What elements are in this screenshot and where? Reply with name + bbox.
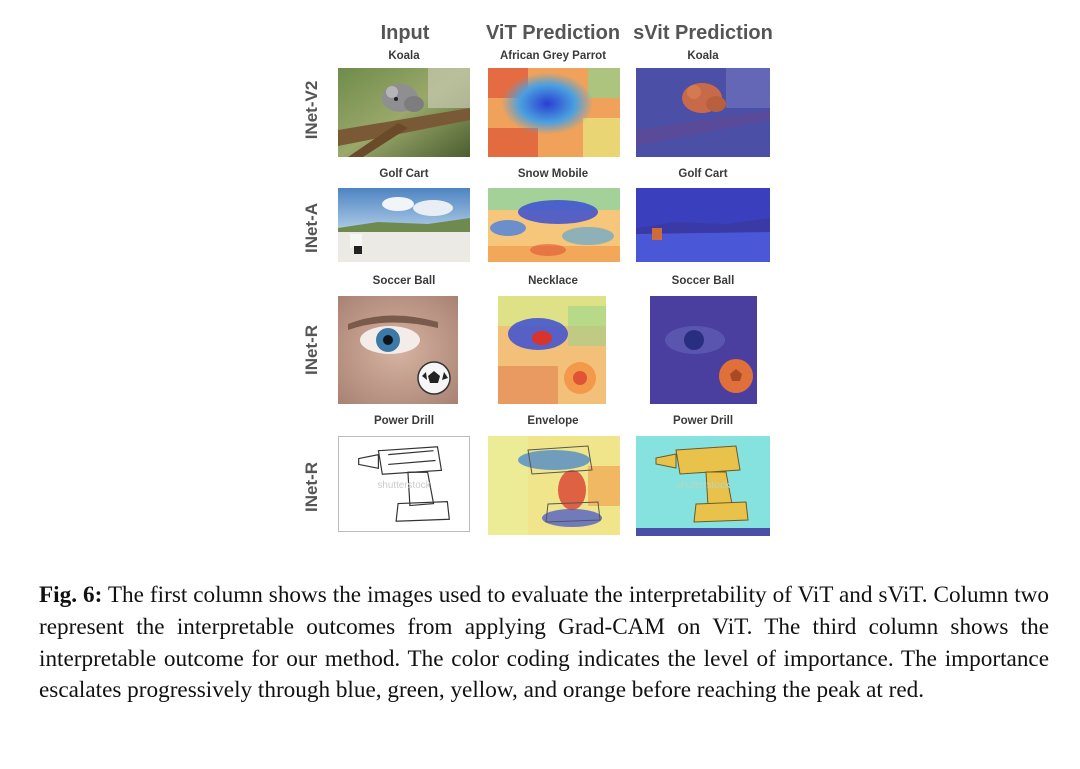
row4-vit-label: Envelope [527,415,579,427]
row4-svit-label: Power Drill [672,415,734,427]
power-drill-input-image: shutterstock [338,436,470,532]
figure-caption-text: The first column shows the images used t… [39,582,1050,704]
golf-cart-svit-heatmap [636,188,770,262]
column-header-vit-prediction: ViT Prediction [485,22,621,44]
figure-caption-label: Fig. 6: [39,582,103,608]
row4-input-label: Power Drill [373,415,435,427]
koala-input-image [338,68,470,157]
golf-cart-input-image [338,188,470,262]
row3-vit-label: Necklace [528,275,578,287]
row1-vit-label: African Grey Parrot [499,50,607,62]
row3-input-label: Soccer Ball [372,275,436,287]
watermark-shutterstock-svit: shutterstock [676,480,731,491]
soccer-ball-vit-heatmap [498,296,606,404]
row-label-inet-a: INet-A [302,202,321,254]
row2-vit-label: Snow Mobile [517,168,589,180]
golf-cart-vit-heatmap [488,188,620,262]
koala-vit-heatmap [488,68,620,157]
row1-svit-label: Koala [687,50,719,62]
row2-svit-label: Golf Cart [678,168,728,180]
row-label-inet-r-2: INet-R [302,461,321,513]
row2-input-label: Golf Cart [379,168,429,180]
row3-svit-label: Soccer Ball [671,275,735,287]
column-header-input: Input [380,22,430,44]
row1-input-label: Koala [388,50,420,62]
soccer-ball-svit-heatmap [650,296,757,404]
koala-svit-heatmap [636,68,770,157]
figure-caption: Fig. 6: The first column shows the image… [39,580,1049,707]
watermark-shutterstock: shutterstock [377,480,430,491]
soccer-ball-input-image [338,296,458,404]
power-drill-vit-heatmap [488,436,620,535]
row-label-inet-r: INet-R [302,324,321,376]
column-header-svit-prediction: sVit Prediction [633,22,773,44]
power-drill-svit-heatmap: shutterstock [636,436,770,536]
